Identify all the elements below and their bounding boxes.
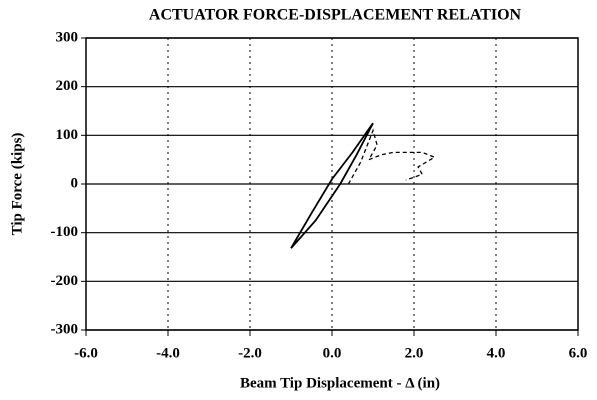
y-tick-label: -200	[51, 273, 79, 289]
y-tick-label: -300	[51, 321, 79, 337]
x-tick-label: 6.0	[569, 345, 588, 361]
chart-title: ACTUATOR FORCE-DISPLACEMENT RELATION	[149, 7, 522, 24]
y-tick-label: 300	[56, 29, 79, 45]
x-tick-label: 4.0	[487, 345, 506, 361]
x-tick-label: 0.0	[323, 345, 342, 361]
y-tick-label: 200	[56, 78, 79, 94]
y-tick-label: -100	[51, 224, 79, 240]
y-tick-label: 100	[56, 127, 79, 143]
x-tick-label: 2.0	[405, 345, 424, 361]
x-axis-label: Beam Tip Displacement - Δ (in)	[240, 375, 440, 391]
data-line	[290, 122, 374, 249]
x-tick-label: -6.0	[74, 345, 98, 361]
y-axis-label: Tip Force (kips)	[9, 133, 25, 236]
x-tick-label: -2.0	[238, 345, 262, 361]
x-tick-label: -4.0	[156, 345, 180, 361]
y-tick-label: 0	[71, 175, 79, 191]
